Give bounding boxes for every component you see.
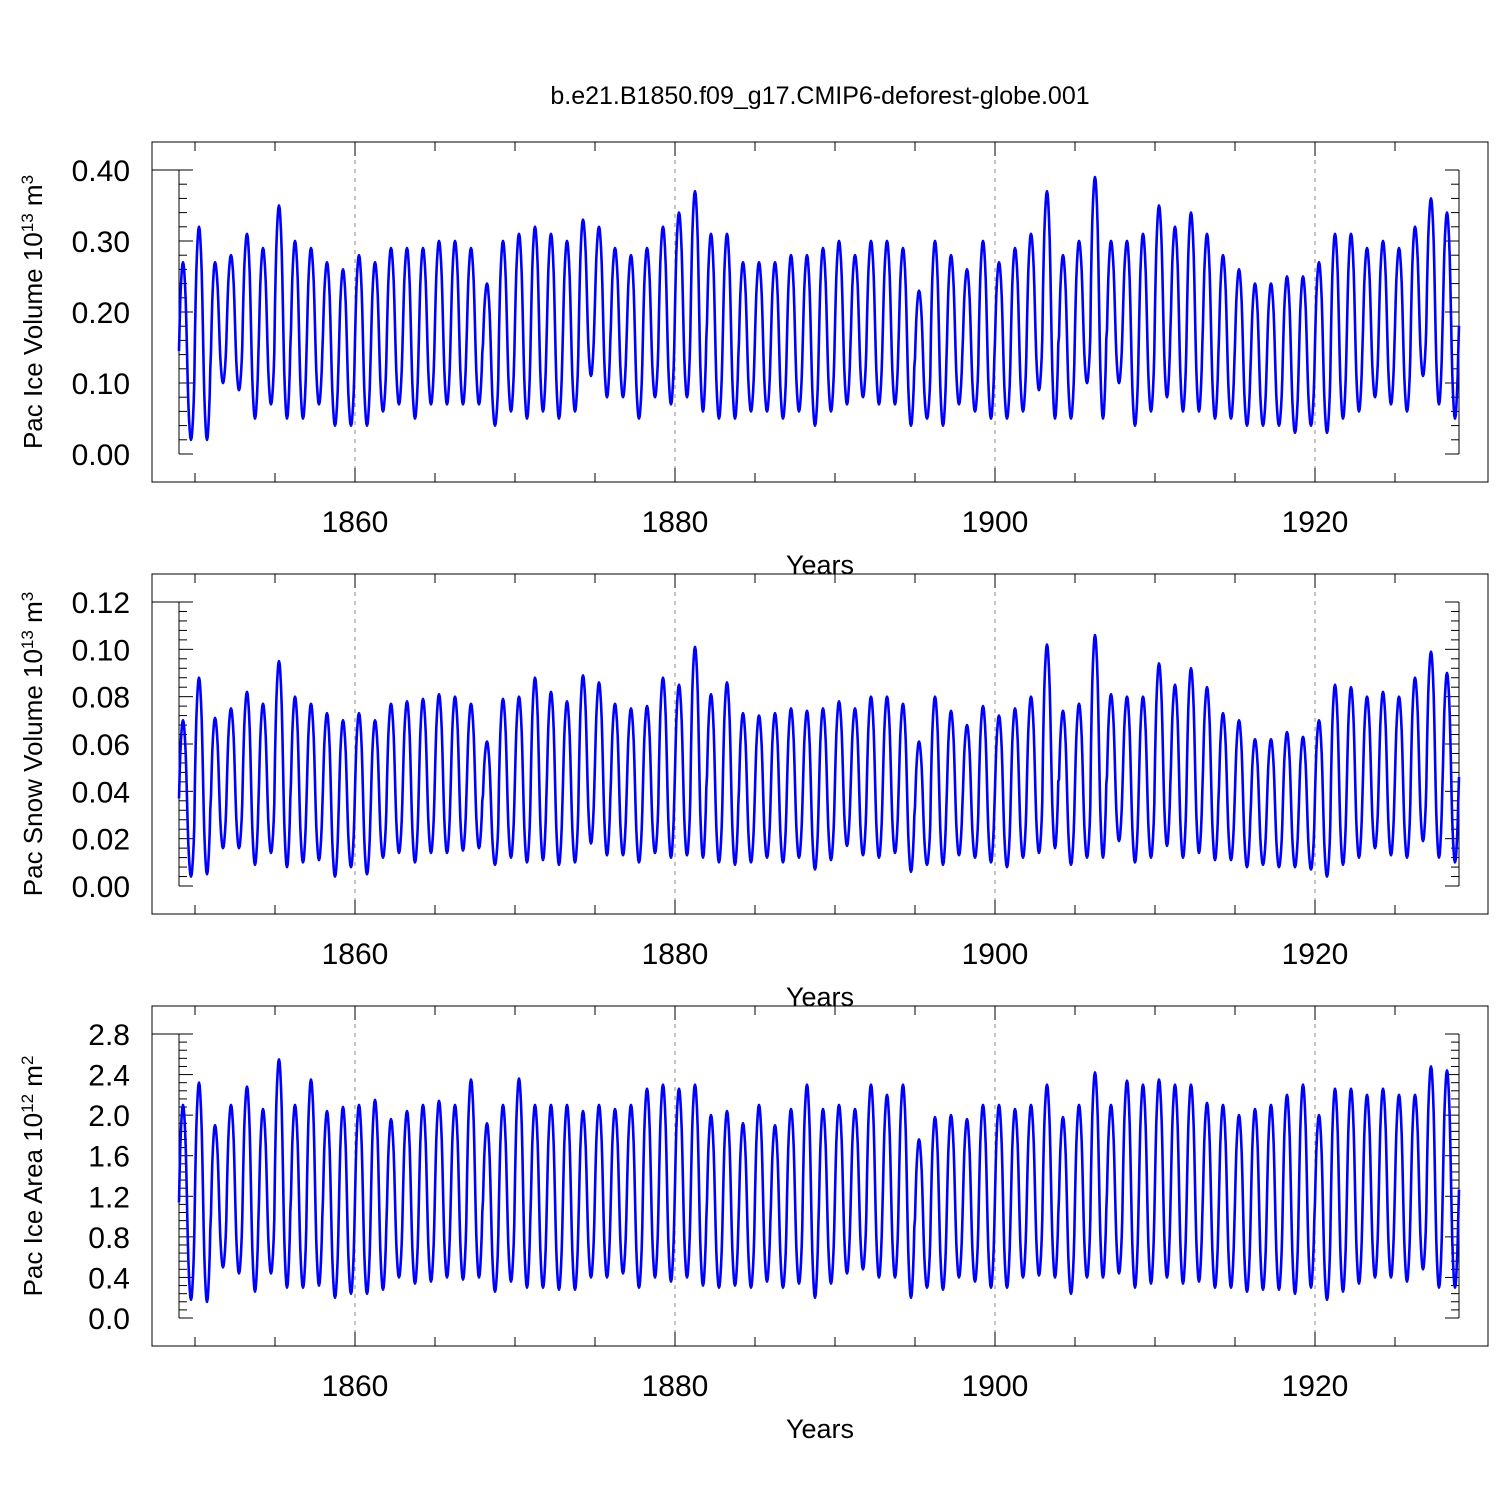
- y-tick-label: 0.4: [88, 1262, 130, 1295]
- y-tick-label: 0.0: [88, 1303, 130, 1336]
- y-tick-label: 0.10: [72, 368, 130, 401]
- y-tick-label: 0.06: [72, 729, 130, 762]
- y-tick-label: 0.30: [72, 226, 130, 259]
- x-tick-label: 1900: [962, 938, 1029, 971]
- y-tick-label: 0.08: [72, 682, 130, 715]
- y-tick-label: 0.02: [72, 824, 130, 857]
- chart-panel-3: 0.0 0.4 0.8 1.2 1.6 2.0 2.4 2.8 1860 1880 1900 1920…: [18, 1005, 1489, 1444]
- y-tick-label: 0.00: [72, 871, 130, 904]
- x-tick-label: 1880: [642, 506, 709, 539]
- plot-frame: [151, 573, 1489, 915]
- y-tick-label: 0.8: [88, 1222, 130, 1255]
- y-tick-label: 0.12: [72, 587, 130, 620]
- y-tick-label: 2.0: [88, 1100, 130, 1133]
- y-axis-label: Pac Ice Volume 1013 m3: [18, 175, 49, 449]
- x-tick-label: 1900: [962, 506, 1029, 539]
- y-tick-label: 0.40: [72, 155, 130, 188]
- x-axis-label: Years: [786, 982, 854, 1012]
- x-tick-label: 1920: [1282, 506, 1349, 539]
- chart-panel-2: 0.00 0.02 0.04 0.06 0.08 0.10 0.12 1860 1880 1900…: [18, 573, 1489, 1012]
- series-line: [177, 633, 1461, 878]
- y-tick-label: 0.04: [72, 776, 130, 809]
- figure-title: b.e21.B1850.f09_g17.CMIP6-deforest-globe…: [550, 82, 1090, 110]
- x-tick-label: 1880: [642, 1370, 709, 1403]
- y-tick-label: 1.2: [88, 1181, 130, 1214]
- x-tick-label: 1920: [1282, 938, 1349, 971]
- y-tick-label: 1.6: [88, 1141, 130, 1174]
- x-axis-label: Years: [786, 550, 854, 580]
- plot-frame: [151, 1005, 1489, 1347]
- y-tick-label: 0.10: [72, 634, 130, 667]
- y-tick-label: 2.4: [88, 1060, 130, 1093]
- x-tick-label: 1880: [642, 938, 709, 971]
- x-tick-label: 1860: [322, 1370, 389, 1403]
- x-axis-label: Years: [786, 1414, 854, 1444]
- x-tick-label: 1900: [962, 1370, 1029, 1403]
- plot-frame: [151, 141, 1489, 483]
- series-line: [177, 1058, 1461, 1304]
- x-tick-label: 1920: [1282, 1370, 1349, 1403]
- series-line: [177, 175, 1461, 442]
- y-tick-label: 0.00: [72, 439, 130, 472]
- x-tick-label: 1860: [322, 506, 389, 539]
- y-tick-label: 2.8: [88, 1019, 130, 1052]
- y-axis-label: Pac Ice Area 1012 m2: [18, 1056, 49, 1297]
- x-tick-label: 1860: [322, 938, 389, 971]
- chart-panel-1: 0.00 0.10 0.20 0.30 0.40 1860 1880 1900 1920 Year…: [18, 141, 1489, 580]
- y-axis-label: Pac Snow Volume 1013 m3: [18, 592, 49, 896]
- y-tick-label: 0.20: [72, 297, 130, 330]
